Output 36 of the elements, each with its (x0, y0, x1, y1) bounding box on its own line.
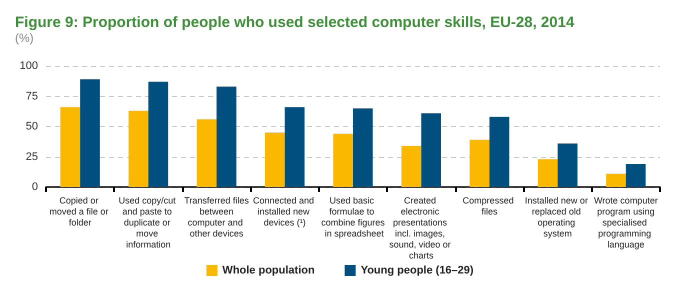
x-tick-label: Transferred files between computer and other devices (184, 196, 250, 238)
x-tick-label: Compressed files (462, 196, 516, 216)
legend-label: Young people (16–29) (360, 264, 474, 276)
x-tick-label: Used copy/cut and paste to duplicate or move information (118, 196, 178, 250)
x-tick-label: Installed new or replaced old operating system (524, 196, 590, 238)
bar (333, 134, 353, 187)
x-tick-label: Wrote computer program using specialised programming language (594, 196, 658, 250)
x-tick-label: Copied or moved a file or folder (49, 196, 111, 228)
bar (148, 82, 168, 187)
bar (626, 164, 646, 187)
x-tick-label: Connected and installed new devices (¹) (252, 196, 317, 228)
bar (264, 132, 285, 187)
bar (216, 86, 236, 187)
bar (284, 107, 305, 187)
bar (489, 116, 510, 187)
bar (401, 146, 422, 187)
bar (128, 110, 148, 187)
y-tick-label: 0 (32, 181, 38, 193)
bar (60, 107, 80, 187)
x-tick-label: Created electronic presentations incl. images, sound, video or charts (389, 196, 454, 260)
y-tick-label: 25 (26, 150, 38, 163)
bar (421, 113, 442, 187)
bar (606, 174, 626, 187)
x-tick-label: Used basic formulae to combine figures in spreadsheet (321, 196, 386, 238)
legend-label: Whole population (222, 264, 315, 276)
chart-title: Figure 9: Proportion of people who used selected computer skills, EU-28, 2014 (15, 14, 575, 31)
bar (470, 140, 490, 187)
bar (80, 79, 100, 187)
chart-subtitle: (%) (15, 31, 34, 45)
bar (196, 119, 217, 187)
bar (558, 143, 578, 187)
bar (538, 159, 558, 187)
bar (353, 108, 373, 187)
y-tick-label: 50 (26, 120, 38, 132)
y-tick-label: 75 (26, 90, 38, 102)
y-tick-label: 100 (20, 60, 38, 72)
